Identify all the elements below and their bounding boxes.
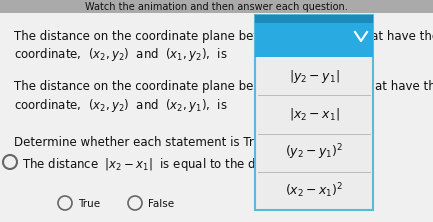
- Text: $(x_2-x_1)^2$: $(x_2-x_1)^2$: [285, 182, 343, 200]
- Text: The distance on the coordinate plane between two points that have the same  y-: The distance on the coordinate plane bet…: [14, 30, 433, 43]
- Text: Determine whether each statement is True: Determine whether each statement is True: [14, 136, 268, 149]
- Text: The distance on the coordinate plane be: The distance on the coordinate plane be: [14, 80, 253, 93]
- Text: coordinate,  $(x_2, y_2)$  and  $(x_2, y_1)$,  is: coordinate, $(x_2, y_2)$ and $(x_2, y_1)…: [14, 97, 228, 114]
- Text: $(y_2-y_1)^2$: $(y_2-y_1)^2$: [285, 143, 343, 163]
- Text: The distance  $|x_2 - x_1|$  is equal to the dist$a$: The distance $|x_2 - x_1|$ is equal to t…: [22, 156, 278, 173]
- Text: $|x_2-x_1|$: $|x_2-x_1|$: [289, 106, 339, 122]
- Text: False: False: [148, 199, 174, 209]
- FancyBboxPatch shape: [0, 0, 433, 13]
- Text: Watch the animation and then answer each question.: Watch the animation and then answer each…: [85, 2, 348, 12]
- FancyBboxPatch shape: [255, 15, 373, 57]
- FancyBboxPatch shape: [0, 13, 433, 222]
- Text: True: True: [78, 199, 100, 209]
- FancyBboxPatch shape: [255, 15, 373, 210]
- FancyBboxPatch shape: [255, 15, 373, 23]
- Text: coordinate,  $(x_2, y_2)$  and  $(x_1, y_2)$,  is: coordinate, $(x_2, y_2)$ and $(x_1, y_2)…: [14, 46, 228, 63]
- Text: at have the same  x-: at have the same x-: [375, 80, 433, 93]
- Text: $|y_2-y_1|$: $|y_2-y_1|$: [289, 68, 339, 85]
